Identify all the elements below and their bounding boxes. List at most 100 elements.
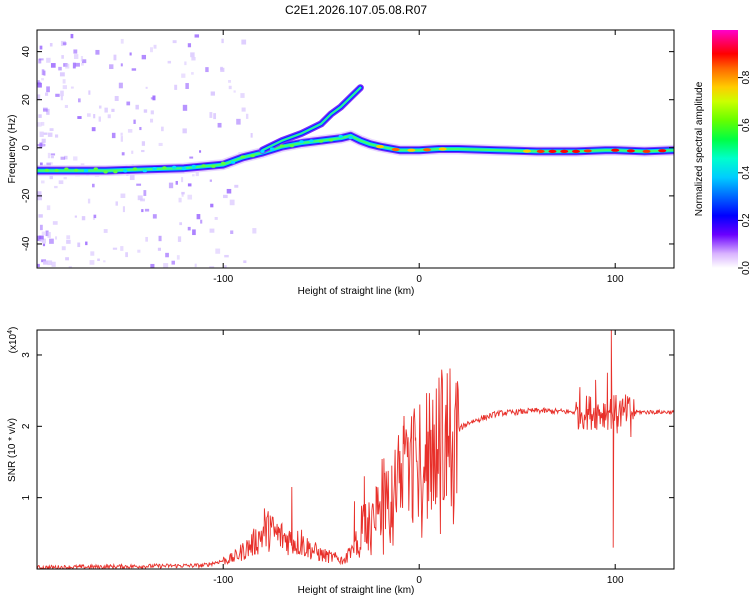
spectrogram-noise-cell: [158, 235, 162, 242]
spectrogram-noise-cell: [187, 43, 192, 48]
spectrogram-noise-cell: [150, 118, 154, 123]
snr-series-line: [37, 330, 674, 569]
spectrogram-hot-core: [642, 149, 651, 153]
spectrogram-noise-cell: [95, 49, 100, 55]
spectrogram-noise-cell: [81, 59, 87, 64]
spectrogram-noise-cell: [111, 132, 116, 139]
spectrogram-noise-cell: [131, 68, 137, 71]
spectrogram-noise-cell: [209, 228, 215, 233]
colorbar-tick-label: 0.4: [741, 165, 750, 179]
spectrogram-noise-cell: [61, 55, 64, 59]
spectrogram-noise-cell: [150, 263, 155, 268]
spectrogram-noise-cell: [210, 91, 215, 96]
spectrogram-blob: [191, 164, 196, 169]
spectrogram-noise-cell: [50, 63, 56, 68]
spectrogram-panel: -100 0 100 -40 -20 0 20 40 Height of straight …: [7, 29, 675, 297]
spectrogram-noise-cell: [73, 54, 79, 59]
spectrogram-blob: [328, 138, 334, 142]
snr-series-group: [37, 330, 674, 569]
spectrogram-noise-cell: [49, 42, 53, 47]
spectrogram-noise-cell: [168, 182, 174, 189]
spectrogram-hot-core: [523, 149, 531, 153]
snr-y-tick-label: 1: [21, 494, 32, 500]
snr-x-ticks: -100 0 100: [213, 330, 624, 586]
spectrogram-noise-cell: [66, 239, 71, 244]
spectrogram-noise-cell: [191, 72, 194, 75]
spectrogram-noise-cell: [93, 214, 97, 219]
spectrogram-noise-cell: [194, 263, 197, 268]
spectrogram-x-label: Height of straight line (km): [298, 286, 415, 297]
spectrogram-y-tick-label: -20: [21, 188, 32, 203]
spectrogram-noise-cell: [62, 79, 66, 84]
spectrogram-noise-cell: [46, 86, 50, 93]
spectrogram-hot-core: [438, 147, 447, 151]
spectrogram-noise-cell: [37, 194, 43, 201]
spectrogram-noise-cell: [241, 107, 246, 112]
spectrogram-noise-cell: [41, 121, 45, 126]
spectrogram-noise-cell: [161, 126, 164, 132]
spectrogram-noise-cell: [43, 132, 48, 135]
spectrogram-noise-cell: [141, 141, 146, 146]
spectrogram-noise-cell: [92, 183, 95, 188]
spectrogram-noise-cell: [72, 62, 76, 69]
spectrogram-noise-cell: [38, 114, 42, 118]
spectrogram-noise-cell: [191, 56, 196, 61]
spectrogram-noise-cell: [153, 44, 157, 49]
spectrogram-noise-cell: [177, 236, 182, 242]
spectrogram-frame: [36, 29, 675, 269]
spectrogram-noise-cell: [75, 62, 80, 67]
snr-frame: [36, 329, 675, 570]
spectrogram-noise-cell: [50, 155, 54, 159]
spectrogram-noise-cell: [39, 239, 44, 242]
spectrogram-noise-cell: [205, 67, 209, 73]
spectrogram-blob: [289, 144, 294, 148]
spectrogram-noise-cell: [38, 214, 43, 218]
colorbar: 0.0 0.2 0.4 0.6 0.8 Normalized spectral ampl…: [694, 30, 750, 275]
spectrogram-noise-cell: [181, 177, 184, 183]
spectrogram-blob: [230, 160, 236, 164]
spectrogram-noise-cell: [210, 203, 214, 208]
spectrogram-noise-cell: [233, 90, 236, 93]
spectrogram-noise-cell: [41, 141, 45, 147]
spectrogram-noise-cell: [103, 229, 108, 233]
spectrogram-noise-cell: [58, 66, 62, 71]
spectrogram-noise-cell: [39, 58, 44, 61]
spectrogram-noise-cell: [39, 131, 44, 137]
colorbar-tick-label: 0.0: [741, 261, 750, 275]
spectrogram-noise-cell: [228, 79, 232, 83]
spectrogram-hot-core: [376, 144, 384, 149]
spectrogram-noise-cell: [51, 261, 56, 267]
spectrogram-x-tick-label: 100: [607, 274, 624, 285]
spectrogram-noise-cell: [152, 95, 156, 101]
spectrogram-blob: [93, 167, 99, 171]
spectrogram-noise-cell: [137, 195, 143, 201]
spectrogram-noise-cell: [49, 128, 54, 131]
spectrogram-noise-cell: [52, 221, 58, 225]
spectrogram-noise-cell: [250, 133, 253, 138]
spectrogram-noise-cell: [145, 236, 148, 242]
spectrogram-noise-cell: [226, 188, 232, 194]
spectrogram-noise-cell: [86, 113, 91, 117]
spectrogram-noise-cell: [229, 199, 235, 206]
snr-y-multiplier: (x104): [7, 327, 19, 354]
spectrogram-y-label: Frequency (Hz): [7, 115, 18, 184]
spectrogram-noise-cell: [46, 57, 51, 63]
colorbar-tick-label: 0.6: [741, 118, 750, 132]
spectrogram-noise-cell: [90, 251, 95, 256]
spectrogram-noise-cell: [195, 171, 199, 177]
spectrogram-noise-cell: [157, 247, 162, 251]
spectrogram-noise-cell: [54, 185, 58, 189]
spectrogram-noise-cell: [49, 174, 53, 180]
spectrogram-blob: [64, 167, 69, 171]
colorbar-ticks: 0.0 0.2 0.4 0.6 0.8: [738, 70, 750, 275]
snr-y-ticks: 1 2 3: [21, 352, 674, 500]
snr-y-tick-label: 3: [21, 352, 32, 358]
spectrogram-noise-cell: [190, 52, 195, 58]
snr-y-label: SNR (10 * v/v): [7, 418, 18, 482]
spectrogram-noise-cell: [43, 108, 48, 112]
spectrogram-noise-cell: [241, 39, 247, 45]
spectrogram-noise-cell: [88, 90, 91, 95]
spectrogram-noise-cell: [78, 98, 81, 103]
spectrogram-noise-cell: [220, 66, 223, 71]
